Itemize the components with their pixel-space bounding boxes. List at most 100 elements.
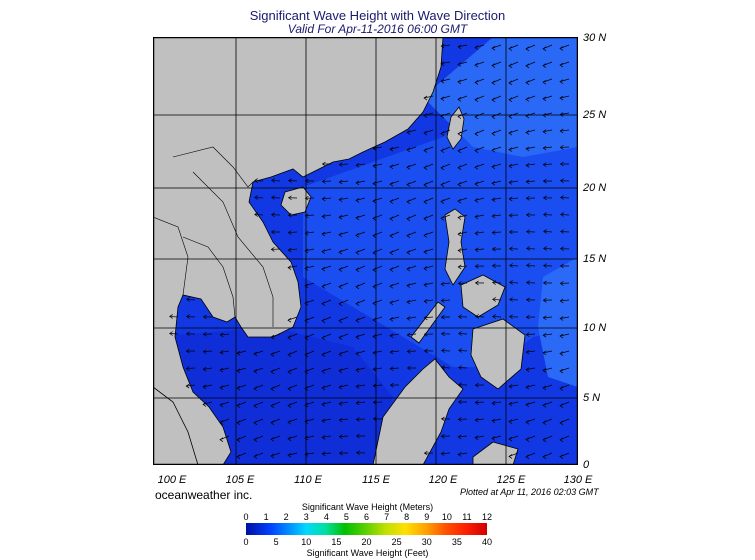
- lat-label-30n: 30 N: [583, 32, 607, 44]
- wave-arrow-head: [457, 79, 462, 85]
- wave-arrow: [491, 180, 502, 184]
- colorbar-meters-tick: 10: [441, 512, 452, 522]
- wave-arrow-head: [423, 165, 428, 171]
- wave-arrow-head: [219, 385, 224, 390]
- wave-arrow-head: [491, 246, 496, 252]
- wave-arrow: [304, 401, 315, 406]
- wave-arrow-head: [372, 216, 377, 221]
- wave-arrow-head: [525, 130, 530, 135]
- wave-arrow: [356, 180, 366, 184]
- wave-arrow-head: [559, 112, 564, 117]
- wave-arrow: [525, 129, 536, 133]
- wave-arrow-head: [423, 182, 428, 188]
- colorbar-feet-tick: 0: [243, 537, 249, 547]
- wave-arrow: [560, 129, 570, 132]
- border-line-4: [153, 216, 189, 296]
- wave-arrow: [406, 129, 417, 133]
- wave-arrow-head: [525, 349, 530, 355]
- wave-arrow: [475, 401, 485, 403]
- wave-arrow-head: [406, 349, 411, 354]
- wave-arrow-head: [491, 418, 496, 424]
- wave-arrow-head: [287, 419, 292, 425]
- wave-arrow-head: [474, 62, 479, 68]
- wave-arrow-head: [321, 249, 326, 254]
- wave-arrow-head: [372, 367, 377, 372]
- wave-arrow: [339, 418, 349, 421]
- wave-arrow-head: [508, 63, 513, 69]
- wave-arrow-head: [423, 130, 428, 136]
- wave-arrow-head: [440, 314, 445, 320]
- wave-arrow-head: [559, 351, 564, 356]
- wave-arrow-head: [389, 250, 394, 256]
- wave-arrow-head: [304, 230, 309, 236]
- wave-arrow-head: [423, 249, 428, 255]
- wave-arrow-head: [372, 267, 377, 273]
- wave-arrow: [457, 231, 468, 235]
- wave-arrow-head: [474, 131, 479, 137]
- wave-arrow: [339, 163, 349, 165]
- wave-arrow-head: [389, 382, 394, 388]
- wave-arrow-head: [491, 180, 496, 186]
- wave-arrow-head: [389, 146, 394, 152]
- wave-arrow-head: [559, 298, 564, 304]
- wave-arrow: [559, 61, 570, 66]
- wave-arrow-head: [185, 383, 190, 389]
- border-line-2: [192, 171, 274, 327]
- wave-arrow-head: [526, 280, 530, 285]
- wave-arrow-head: [542, 403, 547, 408]
- wave-arrow-head: [321, 196, 326, 202]
- wave-arrow: [236, 384, 247, 389]
- wave-arrow-head: [560, 246, 564, 251]
- wave-arrow: [271, 197, 281, 199]
- wave-arrow: [475, 231, 485, 234]
- wave-arrow-head: [406, 266, 411, 272]
- wave-arrow-head: [525, 113, 530, 119]
- wave-arrow: [542, 401, 553, 406]
- wave-arrow: [458, 452, 468, 455]
- wave-arrow: [474, 197, 485, 201]
- wave-arrow-head: [372, 416, 377, 422]
- wave-arrow-head: [525, 196, 530, 201]
- wave-arrow-head: [355, 334, 360, 340]
- wave-arrow: [526, 163, 536, 166]
- wave-arrow-head: [270, 420, 275, 425]
- wave-arrow: [560, 197, 570, 199]
- wave-arrow-head: [542, 350, 547, 356]
- wave-arrow: [321, 384, 332, 389]
- wave-arrow: [474, 78, 485, 83]
- wave-arrow-head: [321, 214, 326, 219]
- wave-arrow-head: [491, 401, 496, 406]
- wave-arrow: [492, 299, 502, 301]
- wave-arrow-head: [355, 400, 360, 406]
- wave-arrow: [338, 350, 349, 355]
- wave-arrow: [525, 401, 536, 406]
- wave-arrow-head: [491, 114, 496, 120]
- wave-arrow-head: [304, 213, 309, 219]
- wave-arrow-head: [321, 385, 326, 391]
- wave-arrow-head: [508, 229, 513, 235]
- wave-arrow-head: [509, 314, 513, 319]
- wave-arrow: [508, 418, 519, 422]
- wave-arrow-head: [321, 369, 326, 374]
- wave-arrow-head: [355, 198, 360, 203]
- wave-arrow-head: [440, 43, 445, 49]
- wave-arrow-head: [423, 332, 428, 337]
- wave-arrow-head: [321, 451, 326, 457]
- wave-arrow: [423, 112, 434, 116]
- wave-arrow-head: [559, 333, 564, 339]
- wave-arrow: [305, 231, 315, 234]
- wave-arrow-head: [559, 161, 564, 167]
- wave-arrow: [321, 265, 332, 270]
- wave-arrow-head: [355, 284, 360, 290]
- wave-arrow-head: [508, 163, 513, 169]
- wave-arrow-head: [474, 198, 479, 203]
- wave-arrow: [389, 282, 400, 287]
- wave-arrow: [287, 316, 298, 321]
- wave-arrow-head: [389, 316, 394, 322]
- colorbar-meters-tick: 4: [323, 512, 329, 522]
- wave-arrow-head: [355, 450, 360, 455]
- wave-arrow: [526, 180, 536, 183]
- map-title: Significant Wave Height with Wave Direct…: [249, 8, 506, 23]
- wave-arrow-head: [219, 420, 224, 425]
- wave-arrow: [254, 214, 264, 216]
